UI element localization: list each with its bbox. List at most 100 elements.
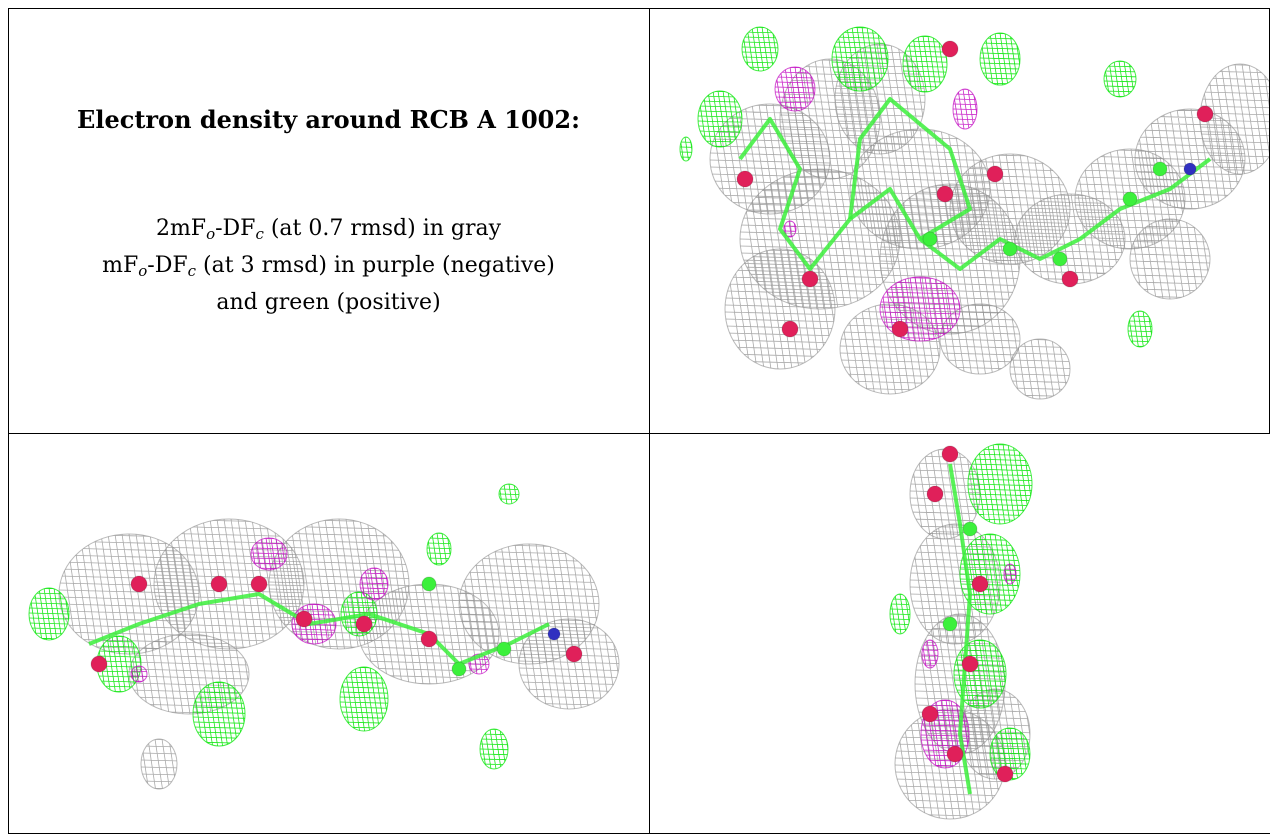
positive-density-mesh [890, 594, 910, 634]
positive-density-mesh-outline [426, 532, 452, 566]
positive-density-mesh-outline [741, 26, 779, 72]
carbon-atom [942, 616, 958, 632]
oxygen-atom [1061, 270, 1079, 288]
carbon-atom [1052, 251, 1068, 267]
legend-subscript: o [206, 225, 216, 243]
oxygen-atom [986, 165, 1004, 183]
gray-density-mesh-outline [268, 518, 410, 650]
gray-density-mesh [129, 634, 249, 714]
oxygen-atom [1196, 105, 1214, 123]
ligand-bond-path [948, 463, 972, 795]
gray-density-mesh-outline [458, 543, 600, 665]
oxygen-atom [891, 320, 909, 338]
positive-density-mesh-outline [1103, 60, 1137, 98]
oxygen-atom [130, 575, 148, 593]
legend-line-positive: and green (positive) [216, 290, 441, 315]
positive-density-mesh-outline [1127, 310, 1153, 348]
positive-density-mesh-outline [889, 593, 911, 635]
density-view-bottom-left [9, 434, 649, 833]
caption-title: Electron density around RCB A 1002: [77, 105, 580, 134]
positive-density-mesh-outline [679, 136, 693, 162]
oxygen-atom [210, 575, 228, 593]
negative-density-mesh-outline [774, 66, 816, 112]
negative-density-mesh-outline [879, 276, 961, 342]
gray-density-mesh [710, 104, 830, 214]
table-top-border [8, 8, 1270, 9]
density-render-top-right [679, 26, 1269, 400]
positive-density-mesh [340, 667, 388, 731]
positive-density-mesh-outline [902, 35, 948, 93]
table-bottom-border [8, 833, 1270, 834]
legend-text: -DF [215, 216, 256, 241]
gray-density-mesh-outline [909, 523, 1001, 645]
table-left-border [8, 8, 9, 834]
oxygen-atom [355, 615, 373, 633]
carbon-atom [496, 641, 512, 657]
caption-legend: 2mFo-DFc (at 0.7 rmsd) in gray mFo-DFc (… [8, 213, 649, 318]
gray-density-mesh [725, 249, 835, 369]
caption-cell: Electron density around RCB A 1002: 2mFo… [8, 8, 649, 433]
positive-density-mesh-outline [479, 728, 509, 770]
oxygen-atom [946, 745, 964, 763]
oxygen-atom [420, 630, 438, 648]
positive-density-mesh-outline [340, 591, 378, 637]
legend-subscript: c [187, 262, 197, 280]
positive-density-mesh [193, 682, 245, 746]
legend-text: (at 3 rmsd) in purple (negative) [196, 253, 555, 278]
gray-density-mesh [1130, 219, 1210, 299]
negative-density-mesh [775, 67, 815, 111]
gray-density-mesh [1015, 194, 1125, 284]
positive-density-mesh-outline [192, 681, 246, 747]
density-render-bottom-right [889, 443, 1033, 820]
gray-density-mesh-outline [140, 738, 178, 790]
negative-density-mesh [921, 700, 969, 768]
ligand-bond-path [88, 592, 550, 666]
carbon-atom [1002, 241, 1018, 257]
density-view-top-right [650, 9, 1269, 433]
negative-density-mesh-outline [130, 665, 148, 683]
table-center-border [649, 8, 650, 834]
legend-line-fofc: mFo-DFc (at 3 rmsd) in purple (negative) [8, 250, 649, 287]
gray-density-mesh-outline [1074, 148, 1186, 250]
negative-density-mesh [953, 89, 977, 129]
legend-text: -DF [147, 253, 188, 278]
table-right-border [1269, 8, 1270, 434]
positive-density-mesh-outline [339, 666, 389, 732]
gray-density-mesh-outline [779, 58, 881, 180]
legend-text: (at 0.7 rmsd) in gray [263, 216, 502, 241]
positive-density-mesh-outline [967, 443, 1033, 525]
legend-subscript: c [255, 225, 264, 243]
positive-density-mesh [832, 27, 888, 91]
oxygen-atom [250, 575, 268, 593]
gray-density-mesh [740, 169, 900, 309]
oxygen-atom [565, 645, 583, 663]
legend-text: mF [102, 253, 139, 278]
positive-density-mesh [980, 33, 1020, 85]
gray-density-mesh-outline [128, 633, 250, 715]
carbon-atom [962, 521, 978, 537]
gray-density-mesh [519, 619, 619, 709]
carbon-atom [1122, 191, 1138, 207]
oxygen-atom [971, 575, 989, 593]
negative-density-mesh-outline [921, 639, 939, 669]
oxygen-atom [90, 655, 108, 673]
legend-text: 2mF [155, 216, 207, 241]
positive-density-mesh [29, 588, 69, 640]
nitrogen-atom [1183, 162, 1197, 176]
negative-density-mesh [880, 277, 960, 341]
gray-density-mesh [835, 44, 925, 154]
legend-line-2fofc: 2mFo-DFc (at 0.7 rmsd) in gray [8, 213, 649, 250]
positive-density-mesh-outline [953, 639, 1007, 709]
positive-density-mesh-outline [831, 26, 889, 92]
oxygen-atom [781, 320, 799, 338]
negative-density-mesh-outline [783, 220, 797, 238]
density-view-bottom-right [650, 434, 1270, 833]
gray-density-mesh-outline [1134, 108, 1246, 210]
positive-density-mesh-outline [959, 533, 1021, 615]
negative-density-mesh-outline [291, 603, 337, 645]
gray-density-mesh [840, 304, 940, 394]
ligand-ring-bonds [848, 97, 972, 241]
oxygen-atom [961, 655, 979, 673]
positive-density-mesh [954, 640, 1006, 708]
gray-density-mesh-outline [518, 618, 620, 710]
